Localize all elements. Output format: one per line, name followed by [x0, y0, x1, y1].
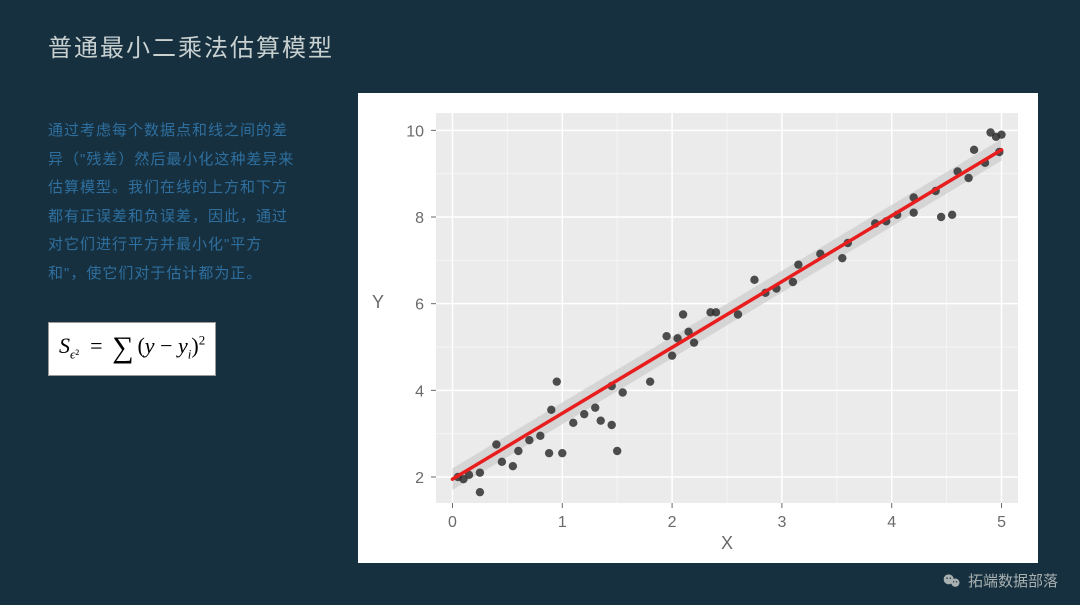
svg-text:4: 4 [887, 514, 896, 531]
svg-text:10: 10 [406, 123, 424, 140]
svg-text:X: X [721, 533, 733, 553]
svg-text:3: 3 [777, 514, 786, 531]
scatter-chart: 0 1 2 3 4 5 2 4 6 8 10 X Y [358, 93, 1038, 563]
watermark: 拓端数据部落 [942, 570, 1058, 591]
svg-text:0: 0 [448, 514, 457, 531]
svg-text:5: 5 [997, 514, 1006, 531]
svg-text:Y: Y [372, 292, 384, 312]
svg-text:4: 4 [415, 383, 424, 400]
content-row: 通过考虑每个数据点和线之间的差异（"残差）然后最小化这种差异来估算模型。我们在线… [0, 63, 1080, 563]
left-column: 通过考虑每个数据点和线之间的差异（"残差）然后最小化这种差异来估算模型。我们在线… [48, 93, 298, 563]
svg-text:8: 8 [415, 210, 424, 227]
description-text: 通过考虑每个数据点和线之间的差异（"残差）然后最小化这种差异来估算模型。我们在线… [48, 117, 298, 288]
formula-box: Sϵ² = ∑(y − yi)2 [48, 322, 216, 376]
watermark-text: 拓端数据部落 [968, 570, 1058, 591]
page-title: 普通最小二乘法估算模型 [0, 0, 1080, 63]
svg-text:6: 6 [415, 297, 424, 314]
chart-svg: 0 1 2 3 4 5 2 4 6 8 10 X Y [358, 93, 1038, 563]
svg-text:2: 2 [668, 514, 677, 531]
wechat-icon [942, 571, 962, 591]
svg-text:1: 1 [558, 514, 567, 531]
svg-text:2: 2 [415, 470, 424, 487]
